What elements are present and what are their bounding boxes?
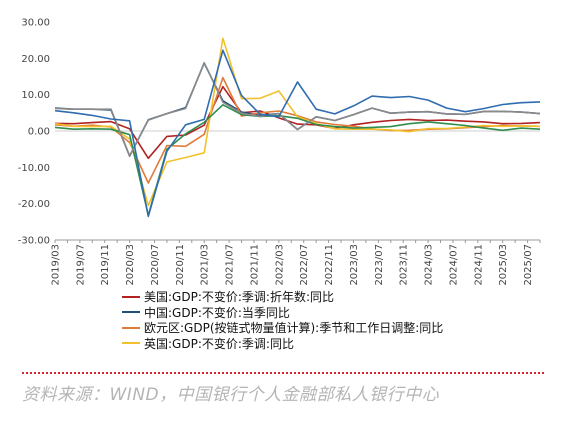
y-tick-label: 0.00	[28, 127, 50, 138]
x-tick-label: 2022/03	[274, 244, 285, 286]
x-tick-label: 2019/03	[51, 244, 62, 286]
x-tick-label: 2019/11	[100, 244, 111, 286]
legend-label-eurozone: 欧元区:GDP(按链式物量值计算):季节和工作日调整:同比	[144, 321, 444, 335]
x-tick-label: 2025/03	[498, 244, 509, 286]
legend-label-us: 美国:GDP:不变价:季调:折年数:同比	[144, 290, 334, 304]
legend-swatch-uk	[122, 342, 140, 344]
series-line-7	[54, 49, 541, 218]
x-tick-label: 2020/07	[150, 244, 161, 286]
legend-label-uk: 英国:GDP:不变价:季调:同比	[144, 336, 294, 351]
y-tick-label: -10.00	[18, 163, 50, 174]
x-tick-label: 2024/03	[424, 244, 435, 286]
x-tick-label: 2021/03	[200, 244, 211, 286]
x-tick-label: 2024/11	[473, 244, 484, 286]
x-tick-label: 2019/07	[75, 244, 86, 286]
source-divider	[22, 372, 544, 374]
x-tick-label: 2023/11	[399, 244, 410, 286]
legend-label-china: 中国:GDP:不变价:当季同比	[144, 305, 290, 320]
y-tick-label: -30.00	[18, 236, 50, 247]
legend-item-us: 美国:GDP:不变价:季调:折年数:同比	[122, 290, 443, 306]
legend-item-china: 中国:GDP:不变价:当季同比	[122, 306, 443, 322]
x-tick-label: 2020/03	[125, 244, 136, 286]
x-tick-label: 2023/07	[374, 244, 385, 286]
x-tick-label: 2021/07	[225, 244, 236, 286]
y-tick-label: -20.00	[18, 199, 50, 210]
x-tick-label: 2022/11	[324, 244, 335, 286]
x-tick-label: 2024/07	[448, 244, 459, 286]
x-tick-label: 2021/11	[249, 244, 260, 286]
source-note: 资料来源：WIND，中国银行个人金融部私人银行中心	[22, 385, 440, 405]
series-line-1	[54, 85, 541, 160]
chart-legend: 美国:GDP:不变价:季调:折年数:同比 中国:GDP:不变价:当季同比 欧元区…	[122, 290, 443, 352]
series-line-2	[54, 62, 541, 157]
y-tick-label: 30.00	[21, 18, 50, 29]
x-tick-label: 2022/07	[299, 244, 310, 286]
legend-item-uk: 英国:GDP:不变价:季调:同比	[122, 337, 443, 353]
legend-swatch-china	[122, 311, 140, 313]
y-tick-label: 10.00	[21, 90, 50, 101]
gdp-line-chart: 30.0020.0010.000.00-10.00-20.00-30.00201…	[18, 18, 541, 286]
x-tick-label: 2020/11	[175, 244, 186, 286]
x-tick-label: 2023/03	[349, 244, 360, 286]
x-tick-label: 2025/07	[523, 244, 534, 286]
legend-item-eurozone: 欧元区:GDP(按链式物量值计算):季节和工作日调整:同比	[122, 321, 443, 337]
series-line-6	[54, 61, 541, 157]
legend-swatch-us	[122, 295, 140, 298]
legend-swatch-eurozone	[122, 326, 140, 329]
y-tick-label: 20.00	[21, 54, 50, 65]
series-line-5	[54, 104, 541, 217]
series-line-3	[54, 76, 541, 184]
